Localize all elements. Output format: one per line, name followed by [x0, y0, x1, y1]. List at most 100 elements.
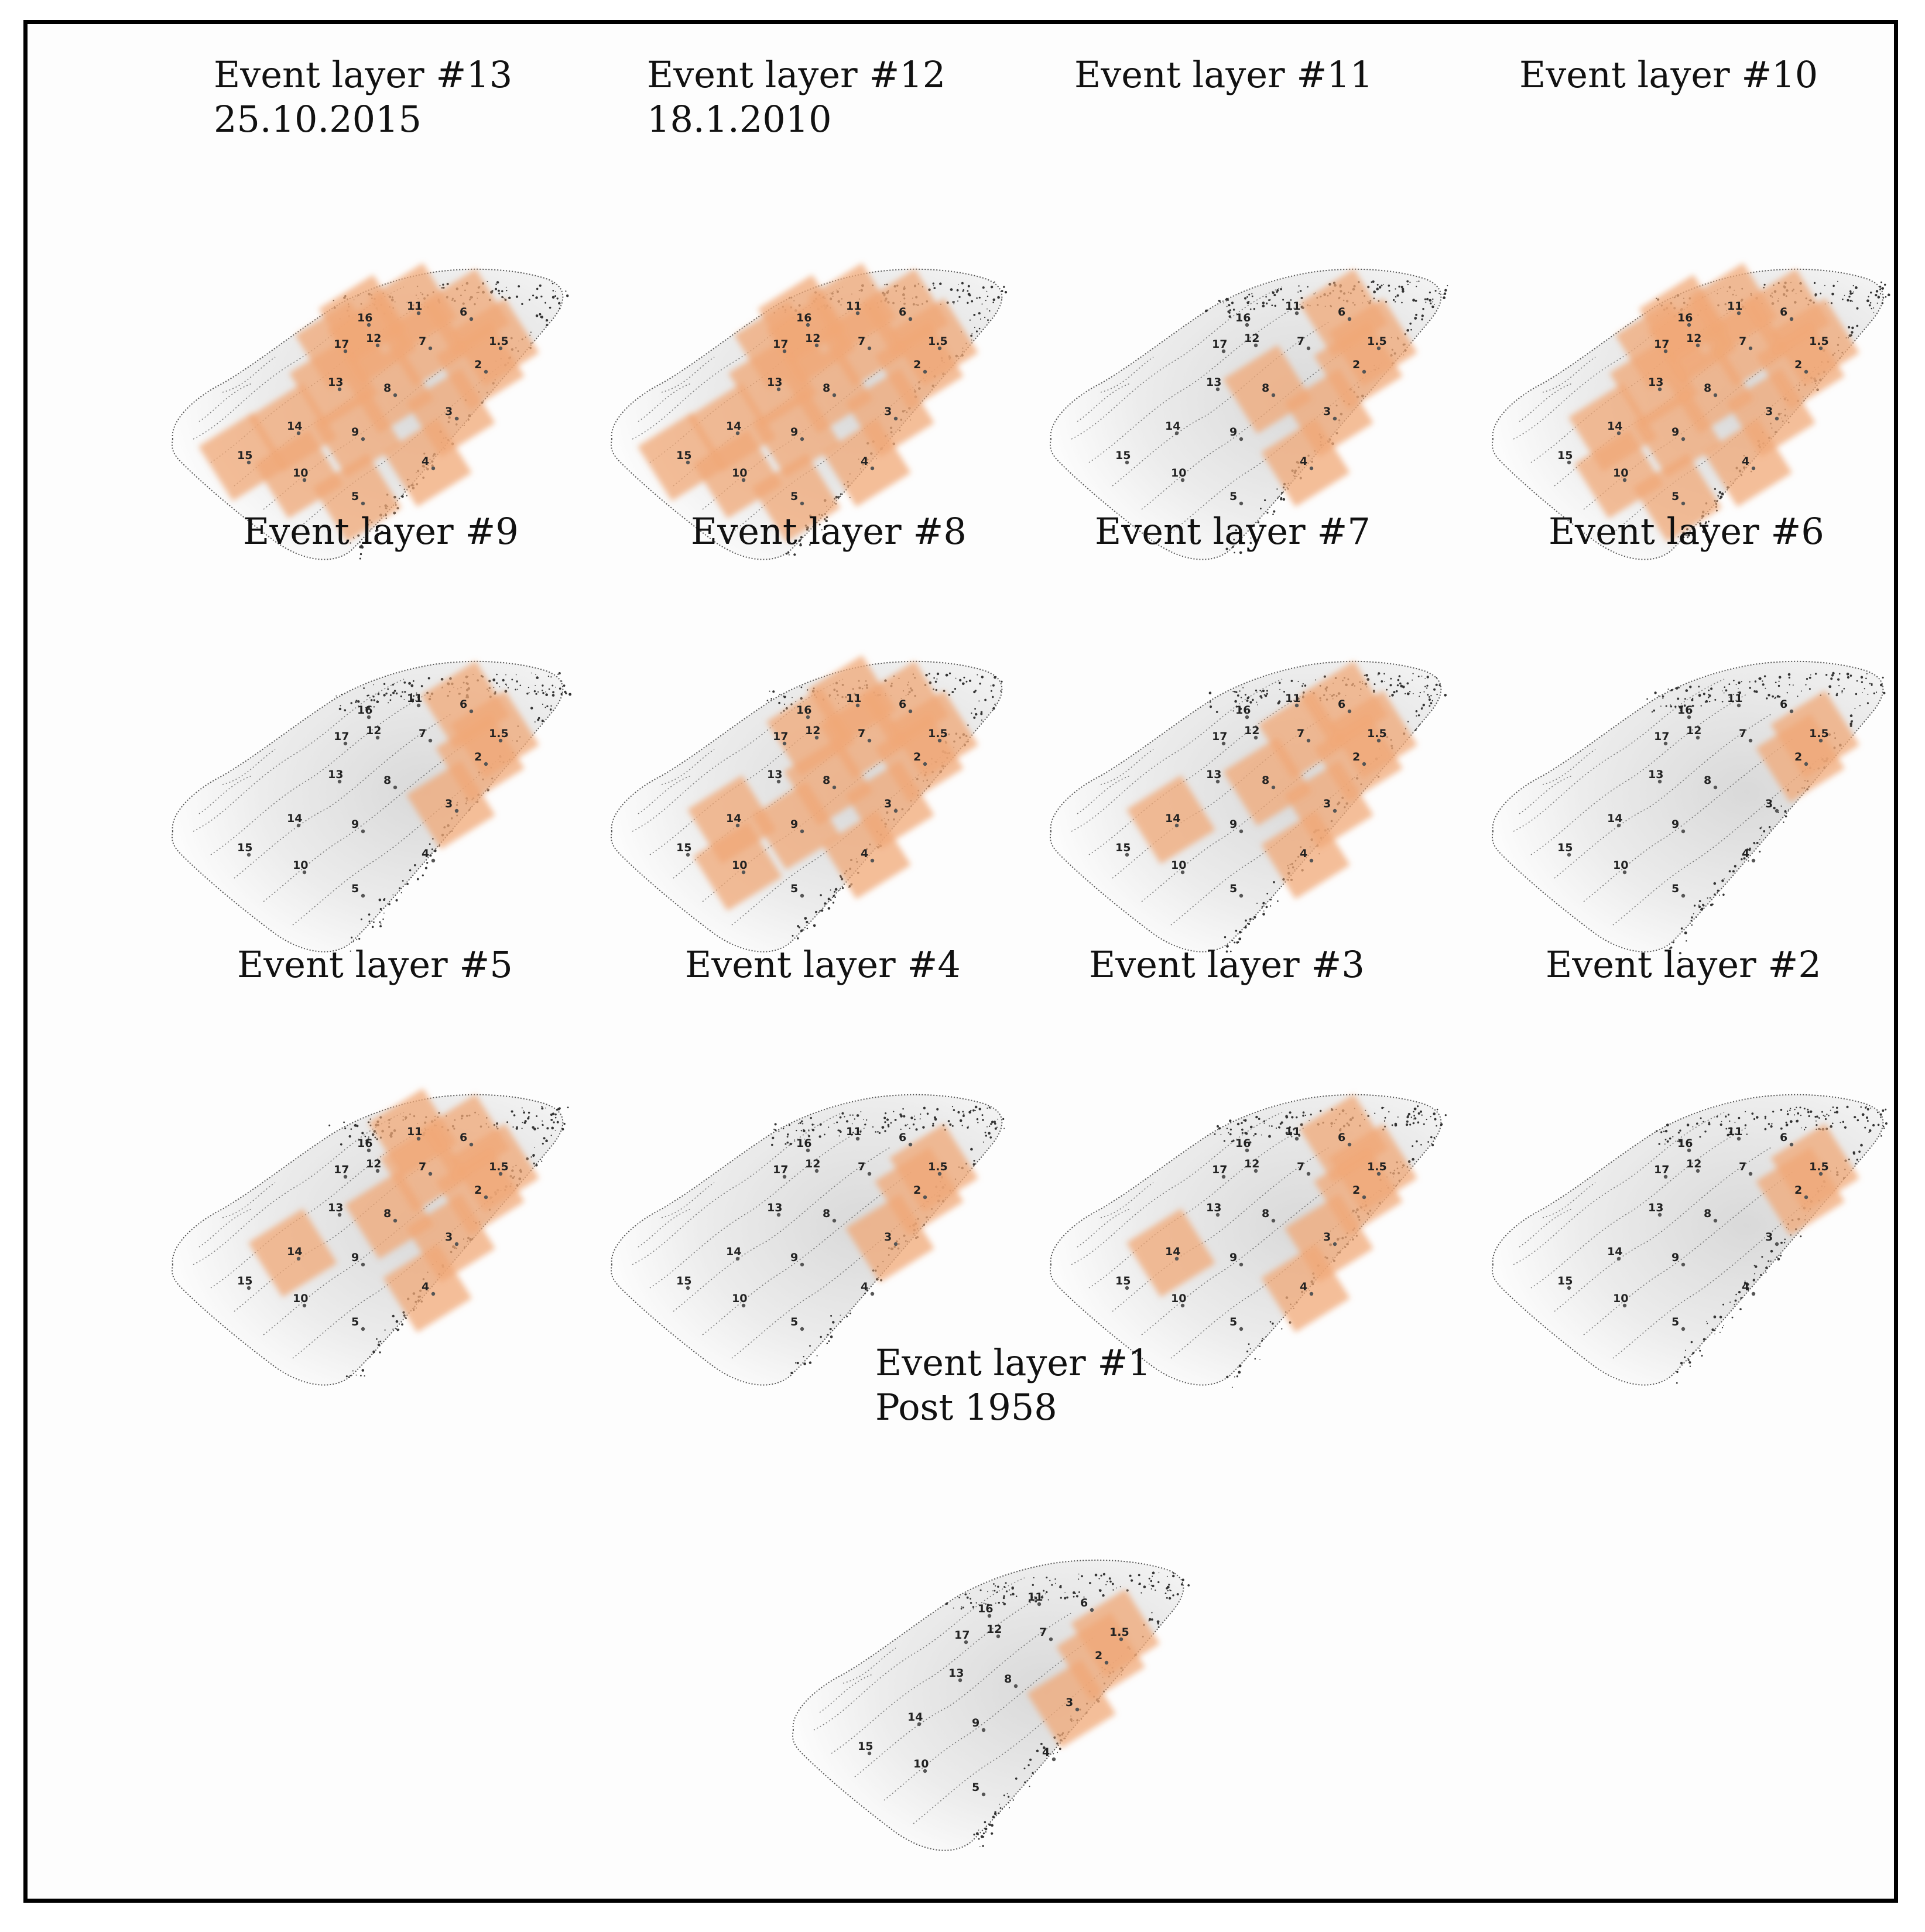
highlighted-cells: [845, 1123, 978, 1283]
sampling-point-dot: [1271, 393, 1276, 398]
sampling-point-dot: [870, 466, 875, 471]
lake-bathymetry-map: 1.5 2 3 4 5 6 7 8 9 10 11 12 13 14 15 16 17: [792, 1559, 1190, 1851]
panel-title-line1: Event layer #10: [1519, 53, 1818, 96]
sampling-point-dot: [1309, 858, 1314, 863]
sampling-point-label: 17: [1212, 730, 1227, 743]
highlight-cell-17: [295, 301, 384, 390]
sampling-point-label: 14: [726, 812, 741, 825]
sampling-point-dot: [1775, 416, 1779, 421]
panel-title: Event layer #13 25.10.2015: [214, 53, 670, 142]
sampling-point-dot: [1180, 1303, 1185, 1308]
sampling-point-label: 2: [474, 1184, 482, 1197]
highlight-cell-8: [345, 1170, 434, 1259]
sampling-point-label: 13: [328, 768, 343, 781]
sampling-point-label: 17: [1654, 730, 1669, 743]
sampling-point-label: 7: [858, 335, 865, 348]
sampling-point-dot: [1215, 1212, 1220, 1217]
sampling-point-dot: [867, 738, 872, 743]
sampling-point-label: 4: [861, 455, 868, 468]
sampling-point-dot: [776, 1212, 781, 1217]
sampling-point-dot: [366, 715, 371, 720]
sampling-point-dot: [428, 738, 433, 743]
sampling-point-label: 13: [767, 768, 782, 781]
sampling-point-dot: [337, 387, 342, 392]
sampling-point-label: 10: [1613, 859, 1628, 872]
sampling-point-label: 17: [334, 1163, 349, 1176]
sampling-point-label: 4: [422, 1280, 429, 1293]
sampling-point-dot: [981, 1792, 986, 1797]
panel-title-line1: Event layer #8: [691, 510, 967, 553]
event-layer-panel: Event layer #10 1.5 2 3 4 5 6 7 8 9 10 11 12 13 14 15 16…: [1478, 53, 1925, 560]
highlight-cell-4: [1261, 1244, 1350, 1332]
sampling-point-dot: [1775, 809, 1779, 813]
sampling-point-dot: [782, 349, 787, 354]
sampling-point-label: 6: [1080, 1597, 1088, 1609]
sampling-point-dot: [416, 1136, 421, 1141]
sampling-point-dot: [361, 1262, 365, 1267]
sampling-point-dot: [361, 501, 365, 506]
panel-title: Event layer #4: [685, 943, 1142, 987]
sampling-point-label: 3: [884, 797, 892, 810]
sampling-point-label: 9: [1671, 818, 1679, 831]
highlighted-cells: [1223, 269, 1417, 507]
sampling-point-dot: [1051, 1757, 1056, 1762]
sampling-point-label: 1.5: [1367, 335, 1387, 348]
sampling-points: 1.5 2 3 4 5 6 7 8 9 10 11 12 13 14 15 16 17: [1557, 300, 1829, 506]
sampling-point-dot: [1616, 823, 1621, 828]
panel-title-line2: 18.1.2010: [647, 98, 832, 141]
sampling-point-dot: [908, 709, 913, 714]
sampling-point-dot: [800, 501, 804, 506]
sampling-point-dot: [937, 738, 942, 743]
sampling-point-label: 14: [1165, 812, 1180, 825]
sampling-point-label: 10: [293, 859, 308, 872]
sampling-point-dot: [296, 1256, 301, 1261]
sampling-point-label: 7: [419, 1160, 426, 1173]
sampling-point-label: 9: [1229, 1251, 1237, 1264]
sampling-point-label: 15: [237, 841, 252, 854]
sampling-point-dot: [1215, 779, 1220, 784]
sampling-point-dot: [981, 1728, 986, 1732]
sampling-point-dot: [1789, 709, 1794, 714]
sampling-point-dot: [1125, 1286, 1129, 1290]
sampling-point-dot: [800, 829, 804, 834]
event-layer-panel: Event layer #6 1.5 2 3 4 5 6 7 8 9 10 11 12 13 14 15 16 1…: [1478, 509, 1925, 955]
sampling-point-label: 13: [948, 1667, 964, 1680]
sampling-point-label: 2: [1794, 358, 1802, 371]
sampling-point-label: 1.5: [1809, 1160, 1829, 1173]
sampling-point-dot: [431, 858, 436, 863]
sampling-point-dot: [498, 738, 503, 743]
sampling-point-label: 12: [1244, 724, 1259, 737]
sampling-point-dot: [908, 1142, 913, 1147]
sampling-point-label: 5: [1671, 882, 1679, 895]
sampling-point-dot: [1075, 1707, 1080, 1712]
sampling-point-label: 11: [1285, 692, 1300, 705]
sampling-point-dot: [1687, 323, 1691, 327]
sampling-point-label: 10: [732, 1292, 747, 1305]
sampling-point-dot: [1376, 346, 1381, 351]
sampling-point-dot: [469, 317, 474, 321]
event-layer-panel: Event layer #5 1.5 2 3 4 5 6 7 8 9 10 11 12 13 14 15 16 1…: [158, 943, 615, 1388]
sampling-point-dot: [800, 893, 804, 898]
event-layer-panel: Event layer #11 1.5 2 3 4 5 6 7 8 9 10 11 12 13 14 15 16…: [1036, 53, 1493, 560]
sampling-point-dot: [484, 1195, 488, 1200]
sampling-point-label: 12: [1244, 1157, 1259, 1170]
sampling-point-dot: [1239, 501, 1244, 506]
sampling-point-label: 16: [357, 704, 372, 717]
sampling-point-label: 5: [1229, 490, 1237, 503]
sampling-point-dot: [937, 1171, 942, 1176]
sampling-point-dot: [1306, 1171, 1311, 1176]
sampling-point-dot: [428, 346, 433, 351]
sampling-point-label: 7: [1297, 1160, 1304, 1173]
sampling-point-label: 17: [954, 1629, 970, 1642]
sampling-point-label: 10: [732, 467, 747, 479]
panel-title: Event layer #3: [1089, 943, 1546, 987]
sampling-point-dot: [1751, 858, 1756, 863]
sampling-point-label: 4: [1042, 1746, 1050, 1759]
sampling-point-dot: [923, 369, 927, 374]
highlight-cell-4: [1703, 418, 1792, 507]
sampling-point-dot: [814, 343, 819, 348]
highlight-cell-4: [383, 418, 472, 507]
sampling-point-label: 17: [1654, 1163, 1669, 1176]
lake-bathymetry-map: 1.5 2 3 4 5 6 7 8 9 10 11 12 13 14 15 16 17: [171, 263, 569, 560]
event-layer-panel: Event layer #9 1.5 2 3 4 5 6 7 8 9 10 11 12 13 14 15 16 1…: [158, 509, 615, 954]
